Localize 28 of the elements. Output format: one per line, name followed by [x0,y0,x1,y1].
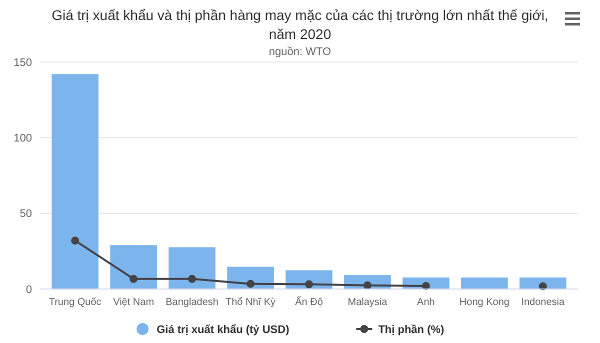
point [363,281,372,290]
x-tick-label: Anh [417,297,435,308]
x-tick-label: Malaysia [348,297,388,308]
x-tick-label: Bangladesh [166,297,218,308]
point [188,274,196,283]
bar [52,74,98,289]
y-tick-label: 50 [20,208,32,220]
y-tick-label: 150 [14,56,32,69]
x-tick-label: Ấn Độ [295,296,324,308]
point [305,280,313,288]
legend-label: Thị phần (%) [378,324,445,336]
chart-title: Giá trị xuất khẩu và thị phần hàng may mặc của các thị trường lớn nhất thế giới, năm 2020 [52,7,548,42]
x-tick-label: Trung Quốc [48,297,102,308]
point [71,236,80,245]
x-tick-label: Việt Nam [113,297,154,308]
point [246,280,255,288]
x-tick-label: Hong Kong [459,297,510,308]
legend-label: Giá trị xuất khẩu (tỷ USD) [156,324,290,336]
bar [168,247,216,289]
point [422,282,430,290]
x-tick-label: Thổ Nhĩ Kỳ [226,296,276,308]
x-tick-label: Indonesia [521,297,566,308]
bar [110,245,157,289]
chart-subtitle: nguồn: WTO [268,46,332,58]
y-tick-label: 100 [14,132,32,145]
bar [461,278,508,289]
point [130,274,138,283]
y-tick-label: 0 [26,284,32,296]
